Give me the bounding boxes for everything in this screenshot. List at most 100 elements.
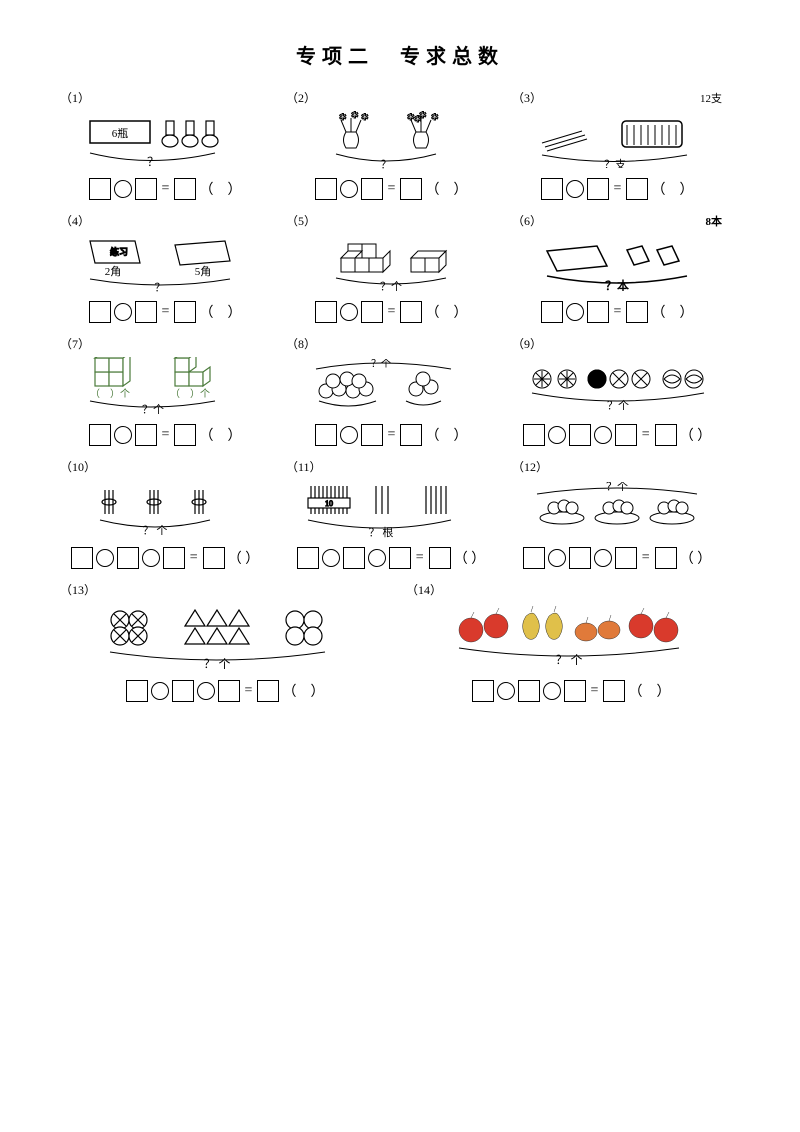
- input-box[interactable]: [174, 424, 196, 446]
- input-box[interactable]: [218, 680, 240, 702]
- problem-10: （10） ？ 个 =（ ）: [60, 458, 270, 569]
- illustration-pencils: ？支: [512, 110, 722, 170]
- label-12: 12支: [700, 90, 722, 106]
- svg-text:5角: 5角: [195, 265, 212, 278]
- input-box[interactable]: [523, 424, 545, 446]
- problem-13: （13） ？ 个 =（ ）: [60, 581, 390, 702]
- problem-number: （11）: [286, 458, 322, 475]
- input-box[interactable]: [626, 301, 648, 323]
- input-box[interactable]: [89, 178, 111, 200]
- input-box[interactable]: [523, 547, 545, 569]
- input-box[interactable]: [117, 547, 139, 569]
- op-circle[interactable]: [594, 549, 612, 567]
- op-circle[interactable]: [497, 682, 515, 700]
- input-box[interactable]: [655, 424, 677, 446]
- op-circle[interactable]: [114, 426, 132, 444]
- illustration-sticks-groups: ？ 个: [60, 479, 270, 539]
- input-box[interactable]: [297, 547, 319, 569]
- problem-6: （6）8本 ？本 =（ ）: [512, 212, 722, 323]
- svg-text:✱: ✱: [351, 110, 359, 120]
- input-box[interactable]: [71, 547, 93, 569]
- equation: =（ ）: [523, 547, 711, 569]
- problem-5: （5） ？个 =（ ）: [286, 212, 496, 323]
- op-circle[interactable]: [322, 549, 340, 567]
- input-box[interactable]: [615, 424, 637, 446]
- problems-grid: （1） 6瓶 ？ =（ ） （2）: [60, 89, 740, 702]
- input-box[interactable]: [135, 178, 157, 200]
- svg-text:练习: 练习: [110, 246, 128, 257]
- input-box[interactable]: [361, 424, 383, 446]
- problem-number: （3）: [512, 89, 542, 106]
- svg-text:2角: 2角: [105, 265, 122, 278]
- svg-text:？本: ？本: [605, 278, 629, 291]
- op-circle[interactable]: [340, 303, 358, 321]
- input-box[interactable]: [203, 547, 225, 569]
- svg-text:（ ）个: （ ）个: [90, 388, 130, 400]
- equation: =（ ）: [89, 424, 242, 446]
- input-box[interactable]: [174, 301, 196, 323]
- input-box[interactable]: [89, 301, 111, 323]
- input-box[interactable]: [541, 301, 563, 323]
- input-box[interactable]: [587, 178, 609, 200]
- svg-text:（ ）个: （ ）个: [170, 388, 210, 400]
- input-box[interactable]: [135, 424, 157, 446]
- op-circle[interactable]: [114, 180, 132, 198]
- input-box[interactable]: [315, 178, 337, 200]
- input-box[interactable]: [257, 680, 279, 702]
- input-box[interactable]: [174, 178, 196, 200]
- input-box[interactable]: [126, 680, 148, 702]
- svg-text:？支: ？支: [604, 158, 626, 168]
- input-box[interactable]: [172, 680, 194, 702]
- op-circle[interactable]: [151, 682, 169, 700]
- illustration-cubes-7: （ ）个 （ ）个 ？个: [60, 356, 270, 416]
- op-circle[interactable]: [548, 426, 566, 444]
- problem-number: （8）: [286, 335, 316, 352]
- input-box[interactable]: [603, 680, 625, 702]
- illustration-fruits: ？ 个: [406, 602, 736, 672]
- input-box[interactable]: [615, 547, 637, 569]
- op-circle[interactable]: [543, 682, 561, 700]
- input-box[interactable]: [361, 301, 383, 323]
- input-box[interactable]: [655, 547, 677, 569]
- op-circle[interactable]: [566, 303, 584, 321]
- svg-text:✱: ✱: [361, 112, 369, 122]
- op-circle[interactable]: [548, 549, 566, 567]
- input-box[interactable]: [315, 424, 337, 446]
- input-box[interactable]: [472, 680, 494, 702]
- problem-number: （12）: [512, 458, 548, 475]
- input-box[interactable]: [587, 301, 609, 323]
- input-box[interactable]: [541, 178, 563, 200]
- svg-text:？ 个: ？ 个: [143, 524, 168, 537]
- op-circle[interactable]: [594, 426, 612, 444]
- op-circle[interactable]: [368, 549, 386, 567]
- op-circle[interactable]: [566, 180, 584, 198]
- input-box[interactable]: [429, 547, 451, 569]
- op-circle[interactable]: [114, 303, 132, 321]
- op-circle[interactable]: [340, 180, 358, 198]
- op-circle[interactable]: [142, 549, 160, 567]
- input-box[interactable]: [361, 178, 383, 200]
- illustration-cubes: ？个: [286, 233, 496, 293]
- input-box[interactable]: [569, 547, 591, 569]
- input-box[interactable]: [518, 680, 540, 702]
- input-box[interactable]: [343, 547, 365, 569]
- input-box[interactable]: [163, 547, 185, 569]
- input-box[interactable]: [400, 424, 422, 446]
- input-box[interactable]: [315, 301, 337, 323]
- input-box[interactable]: [569, 424, 591, 446]
- op-circle[interactable]: [197, 682, 215, 700]
- problem-1: （1） 6瓶 ？ =（ ）: [60, 89, 270, 200]
- svg-text:？个: ？个: [607, 399, 629, 412]
- input-box[interactable]: [400, 178, 422, 200]
- input-box[interactable]: [135, 301, 157, 323]
- problem-14: （14） ？ 个 =（ ）: [406, 581, 736, 702]
- input-box[interactable]: [389, 547, 411, 569]
- input-box[interactable]: [400, 301, 422, 323]
- svg-text:？个: ？个: [371, 359, 391, 370]
- label-8ben: 8本: [706, 213, 723, 229]
- op-circle[interactable]: [96, 549, 114, 567]
- op-circle[interactable]: [340, 426, 358, 444]
- input-box[interactable]: [89, 424, 111, 446]
- input-box[interactable]: [626, 178, 648, 200]
- input-box[interactable]: [564, 680, 586, 702]
